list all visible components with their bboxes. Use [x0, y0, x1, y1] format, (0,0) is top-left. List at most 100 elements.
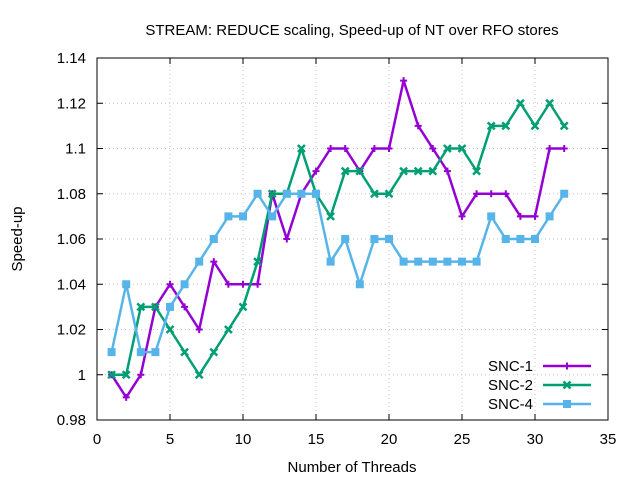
y-axis-title: Speed-up	[9, 206, 26, 271]
data-point	[501, 121, 511, 131]
y-tick-label: 1.12	[57, 95, 86, 112]
legend-entry: SNC-2	[488, 377, 591, 394]
chart-title: STREAM: REDUCE scaling, Speed-up of NT o…	[145, 22, 558, 39]
data-point	[472, 257, 481, 266]
data-point	[341, 145, 349, 152]
legend-label: SNC-1	[488, 358, 533, 375]
data-point	[181, 303, 189, 311]
data-point	[414, 122, 422, 130]
x-tick-label: 0	[93, 431, 101, 448]
data-point	[180, 347, 189, 357]
data-point	[224, 280, 232, 288]
y-tick-label: 0.98	[57, 412, 86, 429]
legend: SNC-1 SNC-2 SNC-4	[488, 358, 591, 413]
y-tick-label: 1	[78, 367, 86, 384]
data-point	[253, 257, 262, 267]
y-tick-label: 1.14	[57, 50, 86, 67]
data-point	[151, 348, 160, 357]
data-point	[107, 370, 116, 380]
data-point	[107, 348, 116, 357]
data-point	[165, 325, 175, 334]
data-point	[312, 167, 320, 175]
data-point	[122, 280, 131, 289]
x-tick-label: 5	[166, 431, 174, 448]
legend-marker	[563, 400, 571, 408]
data-point	[136, 348, 145, 357]
data-point	[297, 189, 306, 198]
data-point	[487, 212, 496, 221]
data-point	[370, 235, 379, 243]
data-point	[137, 371, 145, 379]
data-point	[457, 144, 467, 153]
data-series	[107, 77, 569, 401]
data-point	[458, 257, 466, 266]
data-point	[195, 257, 204, 266]
data-point	[326, 211, 335, 221]
series-snc-4	[107, 189, 569, 357]
data-point	[428, 166, 438, 176]
data-point	[559, 121, 569, 131]
data-point	[473, 190, 481, 198]
data-point	[239, 280, 247, 288]
legend-marker	[563, 362, 571, 370]
data-point	[385, 145, 393, 152]
data-point	[166, 302, 174, 311]
data-point	[546, 145, 554, 152]
y-tick-label: 1.02	[57, 322, 86, 339]
data-point	[267, 189, 277, 199]
x-tick-label: 15	[308, 431, 325, 448]
y-tick-label: 1.04	[57, 276, 86, 293]
data-point	[472, 166, 481, 176]
data-point	[545, 212, 554, 221]
y-tick-label: 1.08	[57, 186, 86, 203]
data-point	[180, 280, 189, 289]
data-point	[151, 302, 160, 312]
data-point	[210, 258, 218, 266]
data-point	[531, 212, 539, 220]
data-point	[282, 189, 291, 198]
axes: 0 5 10 15 20 25 30 35 0.98 1 1.02 1.04 1.06 1.08 1.1 1.…	[57, 50, 617, 448]
data-point	[385, 235, 393, 243]
data-point	[209, 235, 218, 243]
x-tick-label: 30	[527, 431, 544, 448]
data-point	[327, 145, 335, 152]
data-point	[413, 166, 423, 176]
legend-label: SNC-2	[488, 377, 533, 394]
data-point	[341, 235, 350, 243]
x-tick-label: 10	[235, 431, 252, 448]
data-point	[166, 280, 174, 288]
legend-marker	[562, 380, 572, 390]
y-tick-label: 1.1	[65, 141, 86, 158]
data-point	[370, 189, 379, 199]
x-axis-title: Number of Threads	[288, 459, 417, 476]
data-point	[400, 77, 408, 85]
series-snc-1	[108, 77, 568, 401]
data-point	[502, 190, 510, 198]
data-point	[370, 145, 378, 152]
data-point	[530, 121, 540, 131]
data-point	[224, 325, 233, 334]
data-point	[443, 144, 452, 153]
data-point	[239, 212, 247, 221]
data-point	[487, 190, 495, 198]
data-point	[195, 326, 203, 333]
x-tick-label: 35	[600, 431, 617, 448]
data-point	[122, 393, 130, 401]
data-point	[194, 370, 204, 380]
data-point	[414, 257, 423, 266]
data-point	[209, 347, 219, 357]
data-point	[312, 189, 320, 198]
data-point	[326, 257, 335, 266]
data-point	[238, 302, 248, 312]
data-point	[560, 189, 569, 198]
legend-entry: SNC-4	[488, 396, 591, 413]
data-point	[443, 167, 451, 175]
data-point	[355, 166, 365, 176]
y-tick-label: 1.06	[57, 231, 86, 248]
data-point	[458, 212, 466, 220]
x-tick-label: 25	[454, 431, 471, 448]
x-tick-label: 20	[381, 431, 398, 448]
legend-entry: SNC-1	[488, 358, 591, 375]
legend-label: SNC-4	[488, 396, 533, 413]
